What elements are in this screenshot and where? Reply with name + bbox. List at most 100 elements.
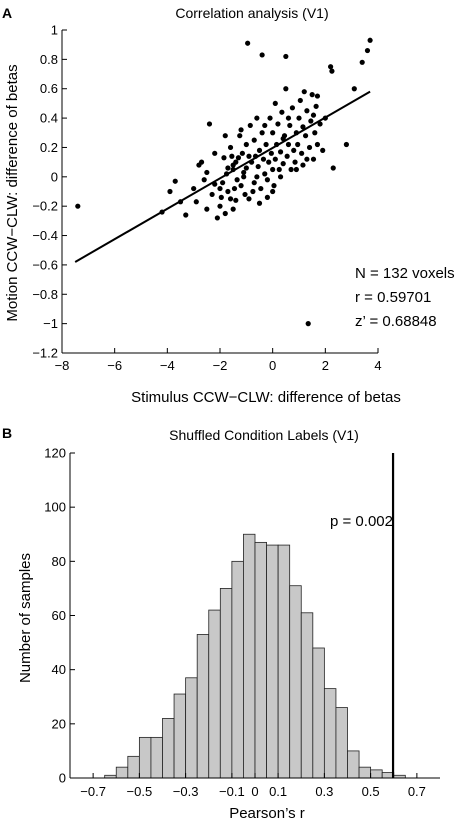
scatter-point — [254, 174, 260, 180]
scatter-point — [262, 171, 268, 177]
scatter-point — [231, 185, 238, 192]
scatter-point — [209, 191, 215, 198]
scatter-point — [243, 165, 249, 171]
scatter-point — [330, 165, 336, 171]
panel-b-x-tick-label: −0.1 — [219, 784, 245, 799]
histogram-bar — [219, 588, 233, 779]
panel-a-x-axis-label: Stimulus CCW−CLW: difference of betas — [131, 389, 401, 406]
histogram-bar — [208, 609, 221, 779]
scatter-point — [314, 93, 321, 99]
panel-a-x-tick-label: −8 — [55, 358, 70, 373]
panel-a-fit-line — [74, 90, 371, 263]
scatter-point — [246, 196, 252, 202]
panel-b-x-tick-label: −0.7 — [80, 784, 106, 799]
scatter-point — [167, 188, 173, 195]
histogram-bar — [196, 634, 210, 779]
histogram-bar — [254, 541, 267, 779]
scatter-point — [313, 103, 319, 109]
panel-a-y-tick-label: −0.6 — [32, 257, 58, 272]
scatter-point — [295, 141, 301, 148]
scatter-point — [191, 185, 197, 192]
scatter-point — [230, 162, 236, 168]
scatter-point — [222, 210, 228, 217]
panel-a-title: Correlation analysis (V1) — [175, 5, 328, 21]
scatter-point — [305, 321, 311, 327]
panel-b-x-tick-label: 0.5 — [362, 784, 380, 799]
scatter-point — [359, 59, 365, 65]
panel-b-bars — [104, 533, 406, 779]
scatter-point — [291, 147, 297, 153]
regression-line — [74, 90, 371, 263]
scatter-point — [229, 153, 235, 159]
scatter-point — [250, 188, 256, 195]
scatter-point — [230, 206, 236, 212]
scatter-point — [300, 124, 306, 130]
scatter-point — [259, 130, 265, 136]
histogram-bar — [243, 533, 256, 779]
panel-a-y-tick-label: −0.4 — [32, 228, 58, 243]
scatter-point — [204, 206, 210, 212]
scatter-point — [277, 174, 284, 180]
panel-b-annotation-p: p = 0.002 — [330, 513, 393, 530]
histogram-bar — [312, 647, 325, 779]
scatter-point — [314, 141, 321, 148]
scatter-point — [262, 122, 268, 129]
scatter-point — [206, 121, 213, 127]
scatter-point — [204, 169, 210, 176]
panel-b-x-tick-label: −0.5 — [127, 784, 153, 799]
scatter-point — [289, 105, 296, 111]
panel-a-x-tick-label: −4 — [160, 358, 175, 373]
scatter-point — [277, 149, 284, 155]
scatter-point — [288, 166, 294, 173]
scatter-point — [172, 178, 178, 184]
scatter-point — [247, 122, 253, 129]
panel-b-x-tick-label: 0.1 — [269, 784, 287, 799]
scatter-point — [217, 203, 223, 209]
scatter-point — [297, 97, 303, 104]
scatter-point — [270, 130, 276, 136]
histogram-bar — [138, 736, 152, 779]
scatter-point — [264, 177, 270, 183]
scatter-point — [183, 212, 189, 218]
scatter-point — [304, 156, 310, 162]
scatter-point — [220, 180, 226, 186]
scatter-point — [283, 86, 289, 92]
scatter-point — [320, 147, 326, 153]
scatter-point — [285, 141, 292, 148]
scatter-point — [272, 156, 278, 162]
scatter-point — [235, 155, 242, 161]
scatter-point — [246, 153, 252, 159]
scatter-point — [283, 53, 289, 60]
panel-a-points — [75, 37, 373, 327]
scatter-point — [243, 141, 249, 148]
panel-b-title: Shuffled Condition Labels (V1) — [169, 427, 359, 443]
panel-b-histogram: B Shuffled Condition Labels (V1) Pearson… — [2, 425, 440, 822]
scatter-point — [234, 177, 240, 183]
panel-a-y-tick-label: 1 — [51, 23, 58, 38]
scatter-point — [275, 121, 281, 127]
panel-b-y-tick-label: 0 — [59, 771, 66, 786]
scatter-point — [306, 144, 313, 151]
scatter-point — [242, 191, 248, 198]
scatter-point — [287, 122, 293, 129]
scatter-point — [241, 174, 247, 180]
scatter-point — [268, 150, 274, 156]
scatter-point — [351, 86, 357, 92]
panel-b-x-tick-label: 0.3 — [315, 784, 333, 799]
panel-a-x-tick-label: 2 — [322, 358, 329, 373]
histogram-bar — [115, 766, 129, 779]
scatter-point — [310, 156, 317, 162]
scatter-point — [254, 115, 260, 121]
panel-b-y-tick-label: 20 — [52, 716, 66, 731]
scatter-point — [266, 159, 272, 165]
scatter-point — [271, 183, 277, 189]
histogram-bar — [323, 688, 337, 779]
scatter-point — [245, 40, 251, 46]
scatter-point — [299, 150, 305, 156]
panel-a-x-tick-label: 4 — [374, 358, 381, 373]
scatter-point — [214, 215, 220, 221]
scatter-point — [225, 165, 231, 171]
panel-b-y-tick-label: 120 — [44, 446, 66, 461]
histogram-bar — [173, 693, 187, 779]
